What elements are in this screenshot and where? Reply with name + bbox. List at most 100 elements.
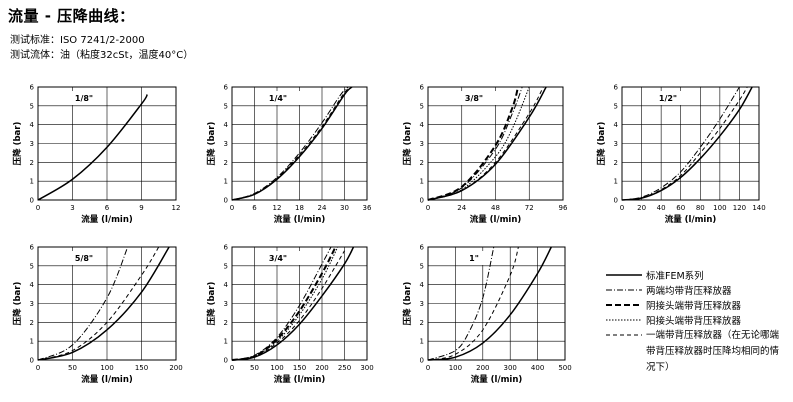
legend-swatch-solid [606, 274, 642, 276]
x-tick-label: 3 [70, 204, 74, 212]
x-axis-label: 流量 (l/min) [81, 214, 133, 225]
panel-title-bg [68, 251, 106, 265]
legend-item-longdash: 阴接头端带背压释放器 [606, 298, 788, 313]
y-tick-label: 4 [420, 121, 425, 129]
y-axis-label: 压降 (bar) [206, 122, 217, 166]
y-tick-label: 0 [224, 197, 228, 205]
y-tick-label: 4 [614, 121, 619, 129]
y-tick-label: 3 [30, 140, 34, 148]
legend-label: 两端均带背压释放器 [646, 286, 732, 297]
x-axis-label: 流量 (l/min) [274, 214, 326, 225]
panel-title-bg [262, 251, 300, 265]
x-tick-label: 300 [360, 364, 373, 372]
y-axis-label: 压降 (bar) [12, 122, 23, 166]
y-tick-label: 5 [30, 262, 34, 270]
series-line-dashed [427, 86, 544, 201]
y-tick-label: 6 [614, 84, 619, 92]
y-tick-label: 2 [30, 319, 34, 327]
legend-item-dashdot: 两端均带背压释放器 [606, 283, 788, 298]
y-tick-label: 2 [614, 159, 618, 167]
y-tick-label: 3 [224, 300, 228, 308]
panel-title: 1" [469, 254, 479, 263]
series-line-longdash [231, 246, 337, 361]
panel-title: 5/8" [75, 254, 93, 263]
x-tick-label: 50 [68, 364, 77, 372]
panel-title: 3/8" [465, 94, 483, 103]
y-tick-label: 2 [420, 319, 424, 327]
x-tick-label: 100 [449, 364, 462, 372]
y-tick-label: 3 [420, 140, 424, 148]
y-tick-label: 2 [420, 159, 424, 167]
legend-item-dotted: 阳接头端带背压释放器 [606, 313, 788, 328]
series-line-longdash [427, 86, 519, 201]
panel-title-bg [652, 91, 690, 105]
panel-title-bg [262, 91, 300, 105]
page-title: 流量 - 压降曲线： [8, 7, 135, 25]
plot-frame [231, 246, 368, 361]
series-line-dashed [37, 246, 160, 361]
y-axis-label: 压降 (bar) [402, 282, 413, 326]
series-line-dashdot [231, 86, 349, 201]
y-tick-label: 4 [224, 281, 229, 289]
x-tick-label: 200 [315, 364, 328, 372]
panel-title: 1/4" [269, 94, 287, 103]
y-tick-label: 1 [420, 178, 424, 186]
x-tick-label: 250 [338, 364, 351, 372]
legend-swatch-dashdot [606, 289, 642, 291]
y-tick-label: 6 [224, 84, 229, 92]
series-line-dotted [231, 246, 339, 361]
legend-label: 标准FEM系列 [646, 271, 704, 282]
x-tick-label: 100 [713, 204, 726, 212]
x-tick-label: 12 [172, 204, 181, 212]
y-tick-label: 6 [30, 244, 35, 252]
x-tick-label: 72 [525, 204, 534, 212]
x-tick-label: 96 [559, 204, 568, 212]
legend-label: 一端带背压释放器（在无论哪端带背压释放器时压降均相同的情况下） [646, 330, 780, 373]
series-line-dashed [621, 86, 748, 201]
y-tick-label: 1 [224, 178, 228, 186]
x-axis-label: 流量 (l/min) [471, 374, 523, 385]
y-tick-label: 0 [30, 357, 34, 365]
y-tick-label: 0 [224, 357, 228, 365]
y-tick-label: 4 [420, 281, 425, 289]
y-tick-label: 4 [30, 281, 35, 289]
x-tick-label: 400 [531, 364, 544, 372]
y-tick-label: 2 [224, 159, 228, 167]
y-tick-label: 0 [614, 197, 618, 205]
x-axis-label: 流量 (l/min) [665, 214, 717, 225]
y-tick-label: 4 [30, 121, 35, 129]
series-line-dashdot [231, 246, 332, 361]
x-tick-label: 9 [139, 204, 143, 212]
y-tick-label: 6 [30, 84, 35, 92]
panel-title: 1/2" [659, 94, 677, 103]
y-tick-label: 3 [30, 300, 34, 308]
y-tick-label: 1 [30, 178, 34, 186]
x-tick-label: 120 [733, 204, 746, 212]
test-standard-text: 测试标准：ISO 7241/2-2000 [10, 35, 145, 46]
y-tick-label: 0 [30, 197, 34, 205]
series-line-dashed [231, 86, 353, 201]
y-axis-label: 压降 (bar) [206, 282, 217, 326]
x-tick-label: 0 [426, 364, 430, 372]
y-tick-label: 6 [420, 84, 425, 92]
y-tick-label: 0 [420, 357, 424, 365]
x-tick-label: 0 [426, 204, 430, 212]
series-line-dashdot [621, 86, 740, 201]
x-tick-label: 18 [295, 204, 304, 212]
y-tick-label: 3 [614, 140, 618, 148]
series-line-dashdot [427, 246, 495, 361]
series-line-solid [37, 94, 148, 201]
legend-swatch-dashed [606, 334, 642, 336]
legend-label: 阳接头端带背压释放器 [646, 316, 742, 327]
x-tick-label: 150 [293, 364, 306, 372]
y-tick-label: 1 [420, 338, 424, 346]
y-tick-label: 5 [224, 262, 228, 270]
x-tick-label: 36 [363, 204, 372, 212]
series-line-dashdot [37, 246, 129, 361]
series-line-dotted [427, 86, 530, 201]
x-tick-label: 0 [230, 364, 234, 372]
y-tick-label: 2 [30, 159, 34, 167]
y-axis-label: 压降 (bar) [12, 282, 23, 326]
x-axis-label: 流量 (l/min) [274, 374, 326, 385]
y-tick-label: 1 [30, 338, 34, 346]
